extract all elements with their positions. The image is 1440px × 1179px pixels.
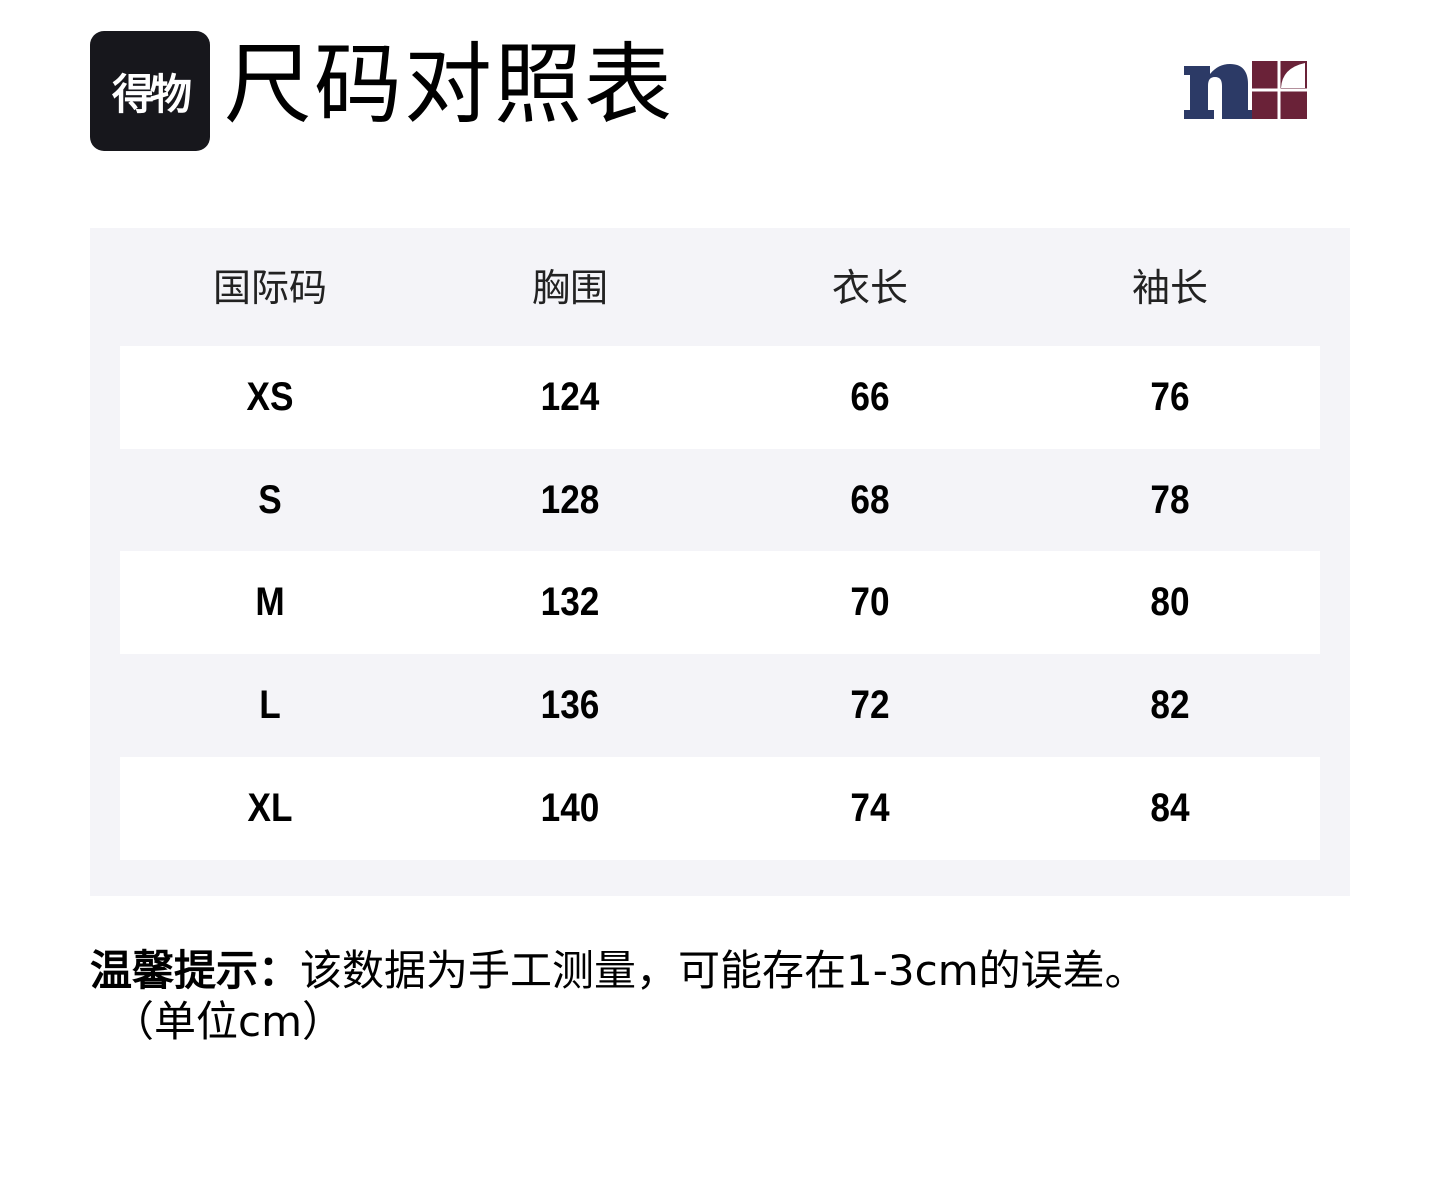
table-cell: 66 bbox=[850, 375, 890, 419]
table-cell: 76 bbox=[1150, 375, 1190, 419]
column-header-size: 国际码 bbox=[212, 266, 327, 310]
measurement-note: 温馨提示：该数据为手工测量，可能存在1-3cm的误差。 bbox=[90, 945, 1390, 997]
table-cell: 70 bbox=[850, 580, 890, 624]
column-header-sleeve: 袖长 bbox=[1131, 266, 1208, 310]
table-cell: 82 bbox=[1150, 683, 1190, 727]
column-header-chest: 胸围 bbox=[531, 266, 608, 310]
brand-cutout bbox=[1281, 63, 1305, 88]
table-row: L 136 72 82 bbox=[120, 654, 1320, 757]
table-cell: XL bbox=[247, 786, 293, 830]
table-row: M 132 70 80 bbox=[120, 551, 1320, 654]
app-logo-text: 得物 bbox=[111, 69, 192, 119]
table-header: 国际码 胸围 衣长 袖长 bbox=[120, 258, 1320, 346]
table-cell: S bbox=[258, 478, 282, 522]
table-cell: XS bbox=[246, 375, 294, 419]
table-row: XS 124 66 76 bbox=[120, 346, 1320, 449]
table-row: S 128 68 78 bbox=[120, 449, 1320, 552]
table-cell: 132 bbox=[540, 580, 600, 624]
table-cell: 84 bbox=[1150, 786, 1190, 830]
brand-logo bbox=[1184, 61, 1307, 119]
table-cell: 78 bbox=[1150, 478, 1190, 522]
page-title: 尺码对照表 bbox=[224, 33, 675, 136]
table-cell: 80 bbox=[1150, 580, 1190, 624]
note-label: 温馨提示： bbox=[90, 946, 301, 995]
table-cell: 74 bbox=[850, 786, 890, 830]
brand-n-shape bbox=[1184, 64, 1254, 119]
table-cell: 136 bbox=[540, 683, 600, 727]
table-cell: 124 bbox=[540, 375, 600, 419]
table-cell: 128 bbox=[540, 478, 600, 522]
size-chart-table: 国际码 胸围 衣长 袖长 XS 124 66 76 S 128 68 78 M … bbox=[90, 228, 1350, 896]
dewu-app-logo: 得物 bbox=[90, 31, 210, 151]
unit-note: （单位cm） bbox=[112, 997, 345, 1046]
table-row: XL 140 74 84 bbox=[120, 757, 1320, 860]
table-cell: 68 bbox=[850, 478, 890, 522]
table-cell: 140 bbox=[540, 786, 600, 830]
table-cell: 72 bbox=[850, 683, 890, 727]
table-cell: M bbox=[255, 580, 285, 624]
column-header-length: 衣长 bbox=[831, 266, 908, 310]
table-cell: L bbox=[259, 683, 281, 727]
note-text: 该数据为手工测量，可能存在1-3cm的误差。 bbox=[300, 946, 1147, 995]
